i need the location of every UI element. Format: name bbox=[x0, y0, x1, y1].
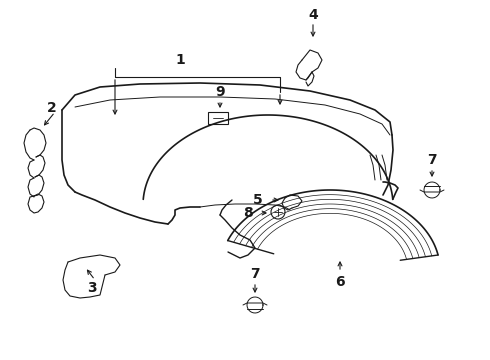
Text: 1: 1 bbox=[175, 53, 185, 67]
Text: 4: 4 bbox=[308, 8, 318, 22]
Text: 9: 9 bbox=[215, 85, 225, 99]
Text: 2: 2 bbox=[47, 101, 57, 115]
Text: 3: 3 bbox=[87, 281, 97, 295]
Text: 7: 7 bbox=[427, 153, 437, 167]
Text: 5: 5 bbox=[253, 193, 263, 207]
Text: 7: 7 bbox=[250, 267, 260, 281]
Text: 6: 6 bbox=[335, 275, 345, 289]
Text: 8: 8 bbox=[243, 206, 253, 220]
Bar bbox=[208, 112, 228, 124]
